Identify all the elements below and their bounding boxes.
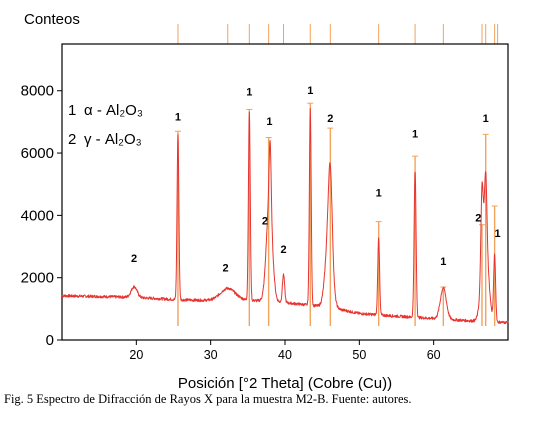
x-tick-label: 40 (278, 348, 292, 362)
peak-label: 1 (440, 256, 446, 268)
xrd-chart: 2 1 2 1 1 2 2 1 2 1 1 1 1 2 1 20 30 40 50 60 0 2000 4000 6000… (21, 11, 509, 392)
y-tick-label: 8000 (21, 83, 54, 100)
peak-label: 1 (307, 85, 313, 97)
peak-label: 2 (280, 244, 286, 256)
peak-label: 1 (175, 111, 181, 123)
y-tick-label: 2000 (21, 270, 54, 287)
figure-caption: Fig. 5 Espectro de Difracción de Rayos X… (4, 392, 412, 406)
legend-number-2: 2 (68, 131, 76, 148)
peak-label: 1 (376, 188, 382, 200)
legend-label-gamma: γ - Al₂O₃ (84, 131, 142, 148)
top-reference-markers (177, 24, 499, 44)
peak-label: 1 (495, 228, 501, 240)
peak-label: 2 (131, 253, 137, 265)
y-axis-ticks: 0 2000 4000 6000 8000 (21, 83, 62, 349)
peak-label: 2 (262, 216, 268, 228)
legend-number-1: 1 (68, 102, 76, 119)
y-tick-label: 6000 (21, 145, 54, 162)
x-axis-ticks: 20 30 40 50 60 (129, 340, 441, 362)
reference-sticks (174, 102, 498, 326)
x-tick-label: 60 (427, 348, 441, 362)
x-tick-label: 20 (129, 348, 143, 362)
y-axis-label: Conteos (24, 11, 80, 28)
x-tick-label: 50 (352, 348, 366, 362)
peak-label: 1 (246, 86, 252, 98)
diffraction-trace (61, 108, 509, 325)
y-tick-label: 0 (46, 332, 54, 349)
peak-label: 1 (412, 128, 418, 140)
peak-label: 2 (327, 113, 333, 125)
peak-label: 2 (475, 213, 481, 225)
peak-label: 1 (483, 113, 489, 125)
peak-label: 1 (266, 116, 272, 128)
x-tick-label: 30 (204, 348, 218, 362)
legend-label-alpha: α - Al₂O₃ (84, 102, 143, 119)
legend: 1 α - Al₂O₃ 2 γ - Al₂O₃ (68, 102, 143, 148)
y-tick-label: 4000 (21, 207, 54, 224)
peak-labels: 2 1 2 1 1 2 2 1 2 1 1 1 1 2 1 (131, 85, 501, 275)
x-axis-label: Posición [°2 Theta] (Cobre (Cu)) (178, 375, 392, 392)
peak-label: 2 (222, 262, 228, 274)
